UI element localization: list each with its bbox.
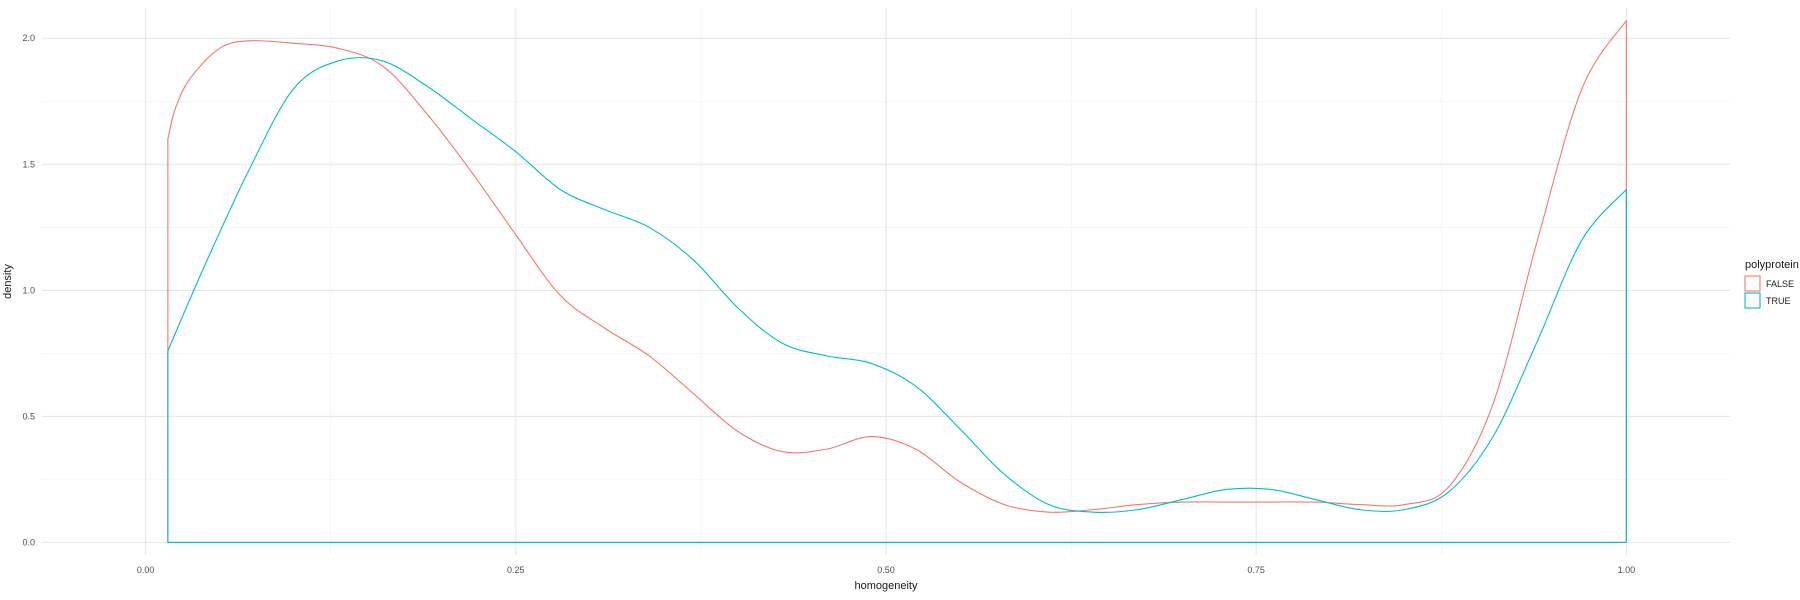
legend-title: polyprotein (1745, 259, 1799, 271)
y-axis-ticks: 0.0 0.5 1.0 1.5 2.0 (22, 33, 35, 547)
y-tick-label: 2.0 (22, 33, 35, 43)
y-tick-label: 1.5 (22, 159, 35, 169)
x-tick-label: 0.00 (137, 565, 155, 575)
major-gridlines (42, 8, 1730, 555)
legend-item-false: FALSE (1744, 275, 1794, 292)
y-axis-title: density (2, 264, 14, 299)
x-axis-title: homogeneity (855, 580, 918, 592)
legend-label: TRUE (1766, 296, 1791, 306)
x-tick-label: 0.75 (1247, 565, 1265, 575)
density-lines (167, 20, 1627, 543)
x-tick-label: 0.25 (507, 565, 525, 575)
legend-key (1744, 275, 1761, 292)
legend-key (1744, 292, 1761, 309)
density-line-true (167, 57, 1627, 543)
legend-label: FALSE (1766, 279, 1794, 289)
x-tick-label: 0.50 (877, 565, 895, 575)
y-tick-label: 1.0 (22, 285, 35, 295)
density-line-false (167, 20, 1627, 543)
legend-items: FALSE TRUE (1744, 275, 1794, 309)
x-tick-label: 1.00 (1618, 565, 1636, 575)
x-axis-ticks: 0.00 0.25 0.50 0.75 1.00 (137, 565, 1635, 575)
legend: polyprotein FALSE TRUE (1744, 259, 1799, 309)
y-tick-label: 0.5 (22, 411, 35, 421)
y-tick-label: 0.0 (22, 537, 35, 547)
legend-item-true: TRUE (1744, 292, 1791, 309)
